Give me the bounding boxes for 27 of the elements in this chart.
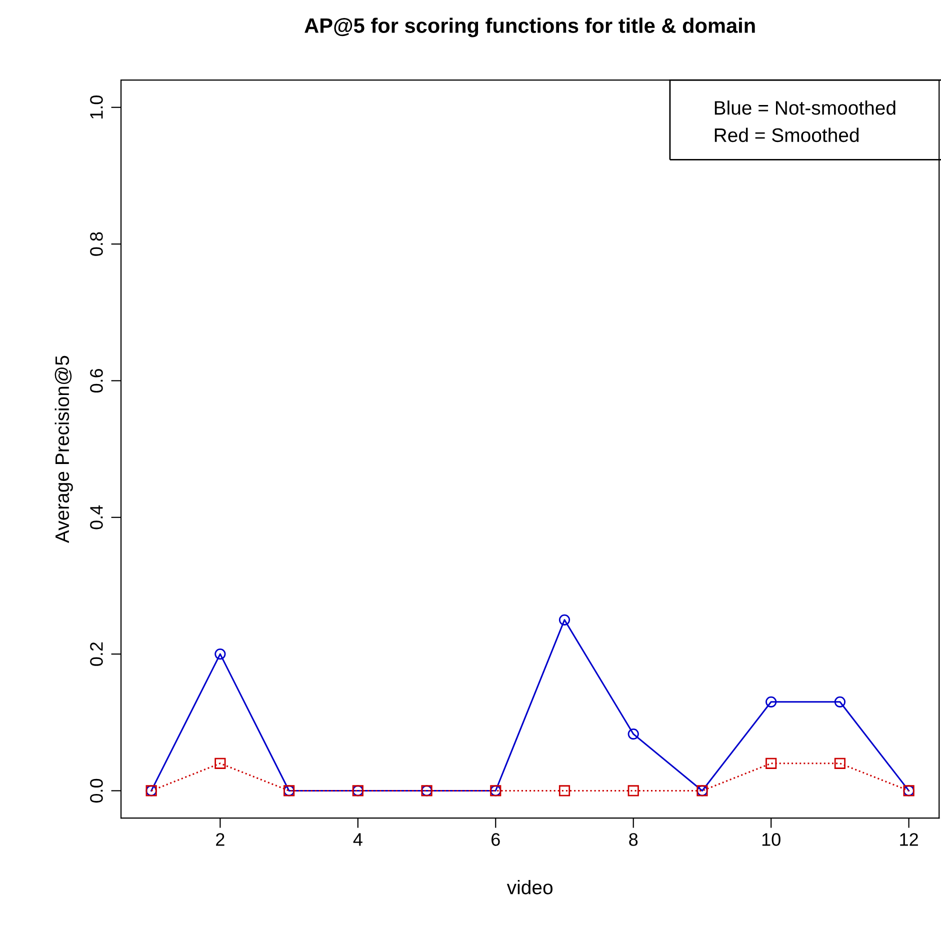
y-tick-label: 0.6 [90, 368, 103, 393]
point [628, 785, 639, 796]
point [766, 758, 777, 769]
point [558, 614, 570, 626]
x-tick-label: 10 [762, 833, 780, 846]
annotation: Blue = Not-smoothed [714, 100, 896, 115]
x-tick-label: 2 [216, 833, 224, 846]
y-tick-label: 0.4 [90, 505, 103, 530]
point [834, 696, 846, 708]
y-tick-label: 1.0 [90, 96, 103, 119]
y-tick-label: 0.2 [90, 642, 103, 666]
point [834, 758, 846, 769]
x-tick-label: 8 [629, 833, 638, 846]
annotation: Red = Smoothed [714, 128, 859, 142]
point [214, 648, 226, 660]
x-tick-label: 12 [900, 833, 918, 846]
x-axis-title: video [506, 880, 552, 894]
chart-title: AP@5 for scoring functions for title & domain [304, 18, 755, 38]
point [766, 696, 777, 708]
point [628, 728, 639, 740]
y-tick-label: 0.0 [90, 778, 103, 803]
y-tick-label: 0.8 [90, 232, 103, 256]
y-axis-title: Average Precision@5 [54, 356, 73, 544]
point [558, 785, 570, 796]
x-tick-label: 4 [353, 833, 362, 846]
x-tick-label: 6 [492, 833, 500, 846]
point [214, 758, 226, 769]
